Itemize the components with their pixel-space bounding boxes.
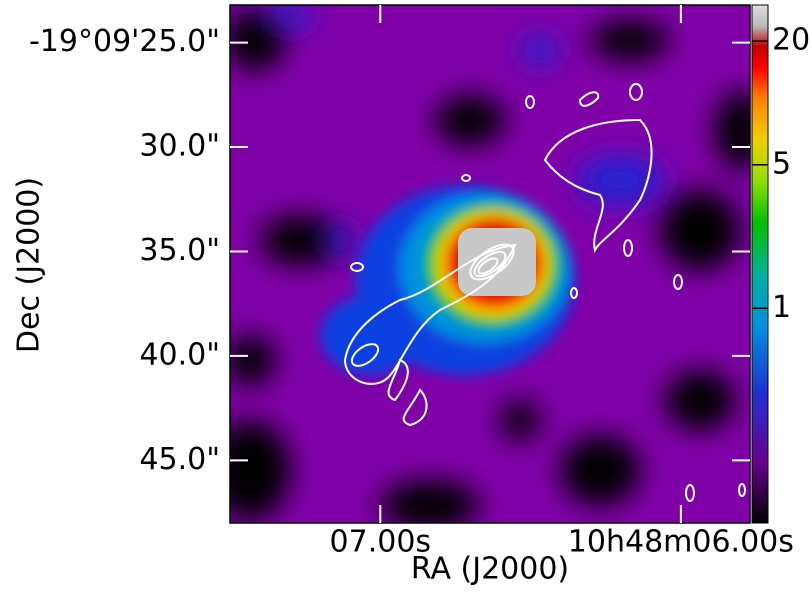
x-axis-label: RA (J2000)	[411, 552, 569, 587]
y-tick-label: 45.0"	[139, 442, 220, 477]
y-tick-label: 35.0"	[139, 233, 220, 268]
y-tick-label: 40.0"	[139, 337, 220, 372]
plot-frame	[229, 4, 751, 524]
image	[230, 5, 750, 523]
x-tick-label: 07.00s	[330, 525, 432, 560]
y-tick-label: 30.0"	[139, 129, 220, 164]
colorbar-tick-label: 1	[772, 290, 791, 325]
y-tick-label: -19°09'25.0"	[29, 24, 220, 59]
colorbar-tick-label: 20	[772, 23, 810, 58]
x-tick-label: 10h48m06.00s	[568, 525, 794, 560]
colorbar	[751, 4, 769, 524]
colorbar-tick-label: 5	[772, 146, 791, 181]
y-axis-label: Dec (J2000)	[12, 177, 47, 353]
